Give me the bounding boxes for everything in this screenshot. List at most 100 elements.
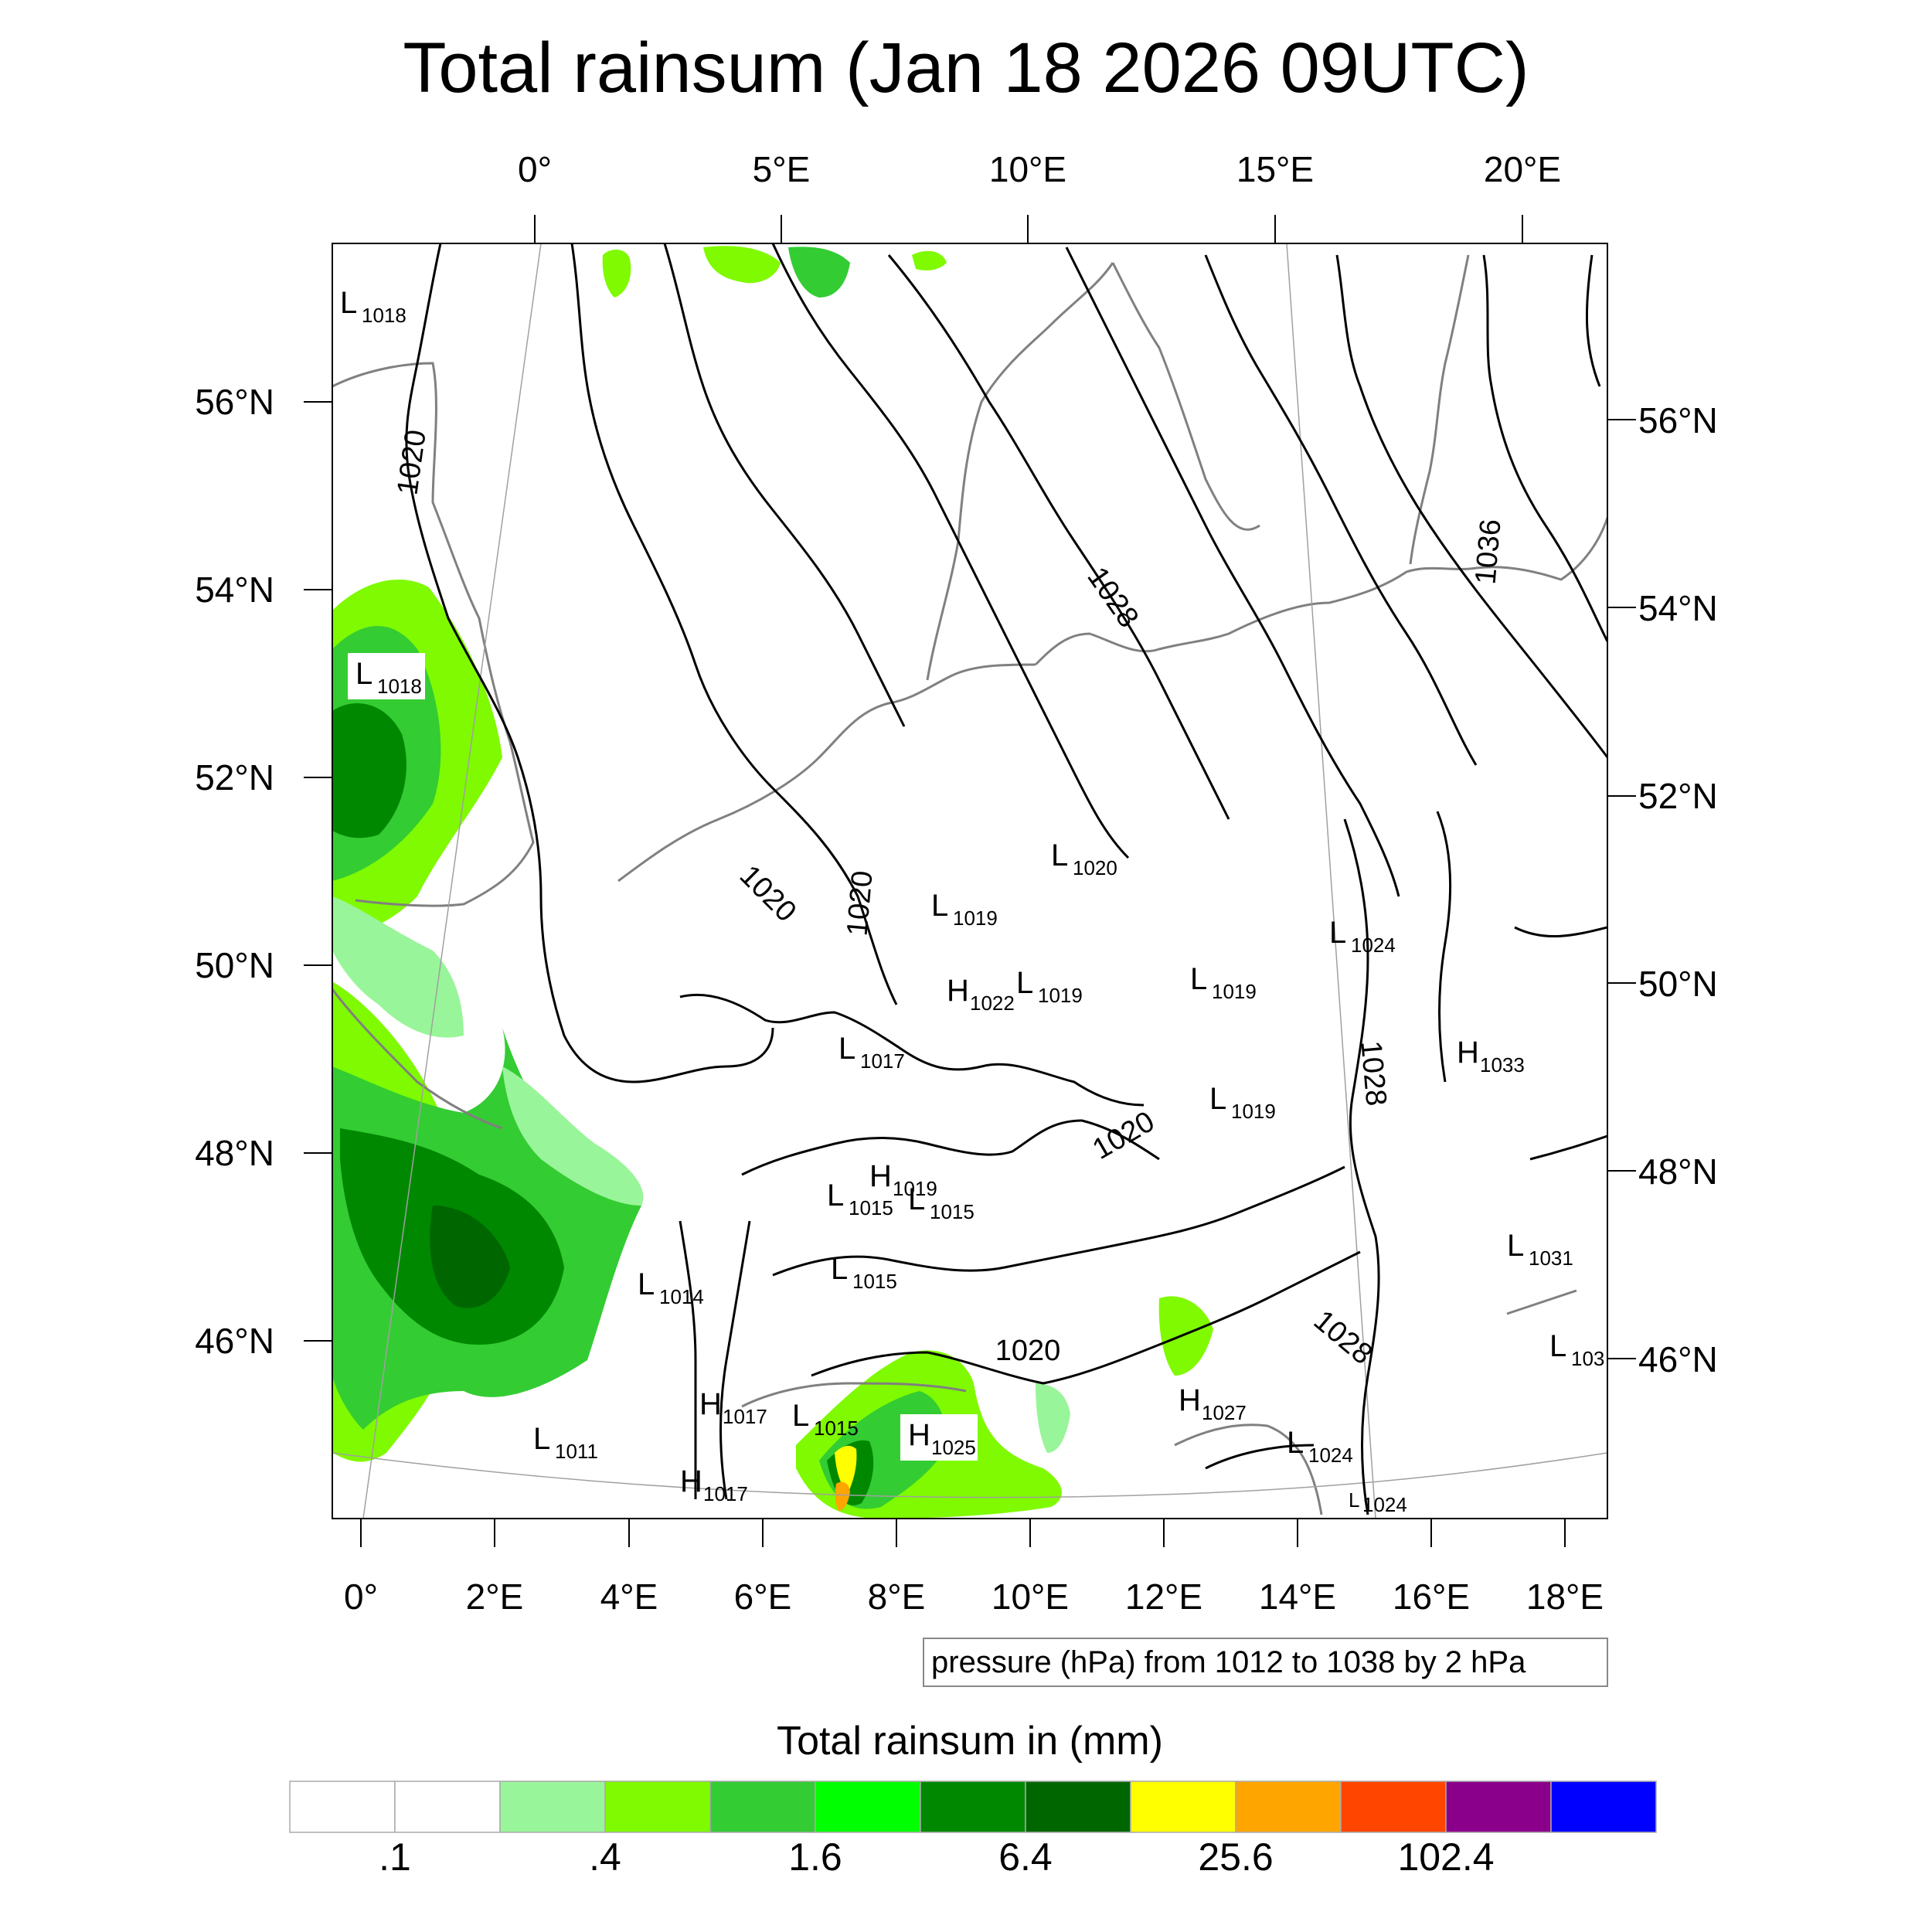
bottom-lon-label: 12°E xyxy=(1125,1577,1202,1617)
left-lat-label: 48°N xyxy=(195,1133,274,1173)
colorbar-tick-label: 102.4 xyxy=(1397,1835,1494,1879)
pressure-center: L 1018 xyxy=(348,653,425,699)
pressure-center: H 1017 xyxy=(680,1464,748,1505)
rainfall-field xyxy=(332,246,1213,1519)
bottom-lon-label: 16°E xyxy=(1393,1577,1470,1617)
svg-text:H: H xyxy=(947,974,969,1008)
colorbar-tick-label: .1 xyxy=(379,1835,411,1879)
svg-text:1014: 1014 xyxy=(659,1285,704,1308)
colorbar-cell xyxy=(604,1781,711,1833)
pressure-center: H 1025 xyxy=(900,1414,978,1461)
colorbar-cell xyxy=(920,1781,1026,1833)
pressure-center: H 1022 xyxy=(947,974,1015,1015)
svg-text:1027: 1027 xyxy=(1202,1401,1247,1424)
svg-text:H: H xyxy=(699,1387,722,1421)
right-lat-label: 50°N xyxy=(1638,964,1718,1004)
svg-text:1015: 1015 xyxy=(814,1417,859,1440)
pressure-center: L 1031 xyxy=(1507,1229,1573,1270)
svg-text:H: H xyxy=(680,1464,702,1498)
svg-text:1019: 1019 xyxy=(1212,980,1257,1003)
svg-text:1024: 1024 xyxy=(1351,934,1396,957)
svg-text:1024: 1024 xyxy=(1362,1493,1407,1516)
svg-text:L: L xyxy=(1051,838,1068,872)
right-lat-label: 48°N xyxy=(1638,1151,1718,1192)
pressure-center: L 103 xyxy=(1549,1329,1604,1370)
svg-text:L: L xyxy=(1349,1488,1359,1512)
svg-text:L: L xyxy=(1287,1426,1304,1460)
bottom-lon-label: 8°E xyxy=(868,1577,926,1617)
left-lat-label: 56°N xyxy=(195,382,274,422)
axis-labels: 0° 5°E 10°E 15°E 20°E 0° 2°E 4°E 6°E 8°E… xyxy=(195,149,1718,1617)
pressure-centers: L 1018 L 1018 L 1020 L 1019 L 1024 H 1022 L 101… xyxy=(340,286,1604,1516)
colorbar-tick-label: .4 xyxy=(589,1835,621,1879)
svg-text:1019: 1019 xyxy=(953,906,998,930)
colorbar-cell xyxy=(1130,1781,1236,1833)
svg-text:H: H xyxy=(908,1418,930,1452)
svg-text:1019: 1019 xyxy=(1231,1100,1276,1123)
svg-text:L: L xyxy=(827,1179,844,1213)
pressure-center: L 1020 xyxy=(1051,838,1117,879)
bottom-lon-label: 0° xyxy=(344,1577,378,1617)
pressure-center: L 1015 xyxy=(831,1252,897,1293)
svg-text:L: L xyxy=(638,1267,655,1301)
colorbar-cell xyxy=(815,1781,921,1833)
svg-text:L: L xyxy=(792,1399,809,1433)
top-lon-label: 0° xyxy=(518,149,552,189)
map-panel xyxy=(332,243,1608,1519)
svg-text:1020: 1020 xyxy=(1073,856,1117,879)
pressure-center: L 1019 xyxy=(931,889,998,930)
svg-text:1011: 1011 xyxy=(555,1440,598,1463)
left-lat-label: 54°N xyxy=(195,570,274,610)
map-title: Total rainsum (Jan 18 2026 09UTC) xyxy=(403,29,1529,107)
right-lat-label: 46°N xyxy=(1638,1339,1718,1379)
pressure-center: L 1015 xyxy=(792,1399,859,1440)
svg-text:1015: 1015 xyxy=(849,1196,893,1219)
svg-text:1022: 1022 xyxy=(970,992,1015,1015)
svg-text:L: L xyxy=(838,1032,855,1066)
colorbar-tick-label: 1.6 xyxy=(788,1835,842,1879)
left-lat-label: 50°N xyxy=(195,945,274,985)
top-lon-label: 10°E xyxy=(989,149,1066,189)
svg-text:H: H xyxy=(1457,1036,1479,1070)
map-frame xyxy=(332,243,1608,1519)
isobar-label: 1020 xyxy=(995,1335,1061,1367)
svg-text:L: L xyxy=(831,1252,848,1286)
isobar-label: 1036 xyxy=(1469,518,1507,586)
pressure-center: L 1024 xyxy=(1349,1488,1407,1516)
colorbar-cell xyxy=(1340,1781,1447,1833)
colorbar-ticks: .1 .4 1.6 6.4 25.6 102.4 xyxy=(379,1835,1494,1879)
left-lat-label: 46°N xyxy=(195,1321,274,1361)
svg-text:L: L xyxy=(1329,916,1346,950)
bottom-lon-label: 6°E xyxy=(734,1577,792,1617)
pressure-center: L 1011 xyxy=(533,1422,598,1463)
pressure-center: H 1019 xyxy=(869,1159,937,1200)
svg-text:1017: 1017 xyxy=(723,1405,767,1428)
pressure-center: L 1014 xyxy=(638,1267,704,1308)
left-lat-label: 52°N xyxy=(195,757,274,798)
bottom-lon-label: 10°E xyxy=(992,1577,1069,1617)
colorbar-cell xyxy=(709,1781,816,1833)
colorbar-cell xyxy=(1550,1781,1657,1833)
svg-text:1025: 1025 xyxy=(931,1436,976,1459)
top-lon-label: 5°E xyxy=(753,149,811,189)
svg-text:1015: 1015 xyxy=(852,1270,897,1293)
svg-text:1015: 1015 xyxy=(930,1200,975,1223)
svg-text:L: L xyxy=(340,286,357,320)
pressure-center: L 1018 xyxy=(340,286,406,327)
svg-text:L: L xyxy=(1016,966,1033,1000)
svg-text:1017: 1017 xyxy=(703,1482,748,1505)
bottom-lon-label: 14°E xyxy=(1259,1577,1336,1617)
right-lat-label: 54°N xyxy=(1638,588,1718,628)
svg-text:L: L xyxy=(1190,962,1207,996)
svg-text:L: L xyxy=(1209,1082,1226,1116)
colorbar-cell xyxy=(1235,1781,1342,1833)
svg-text:1024: 1024 xyxy=(1308,1444,1353,1467)
colorbar-cell xyxy=(1025,1781,1131,1833)
pressure-center: L 1019 xyxy=(1016,966,1083,1007)
isobar-label: 1020 xyxy=(841,869,879,937)
bottom-lon-label: 2°E xyxy=(466,1577,524,1617)
colorbar-cell xyxy=(289,1781,396,1833)
svg-text:103: 103 xyxy=(1571,1347,1604,1370)
pressure-center: L 1015 xyxy=(908,1182,975,1223)
pressure-center: L 1024 xyxy=(1329,916,1396,957)
